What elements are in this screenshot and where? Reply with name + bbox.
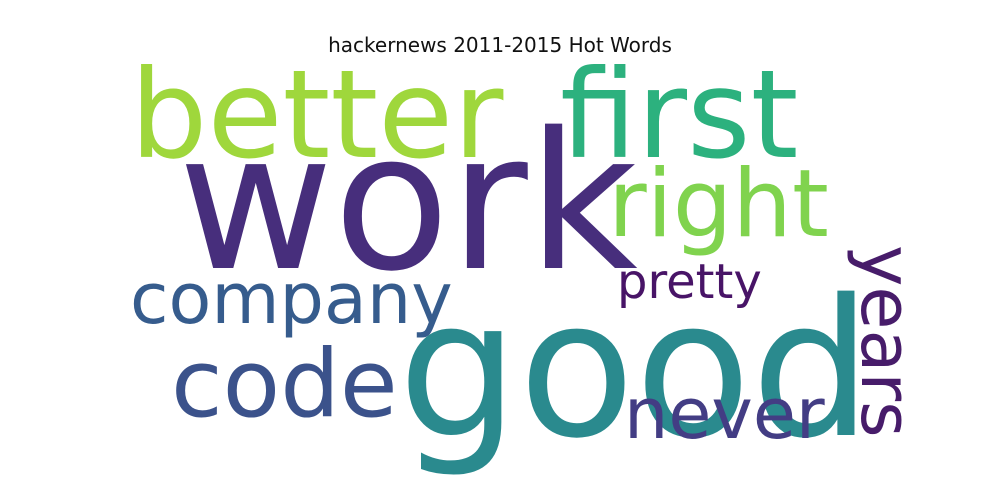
chart-title: hackernews 2011-2015 Hot Words xyxy=(328,33,672,57)
word-years: years xyxy=(845,245,927,438)
word-better: better xyxy=(130,44,504,186)
word-right: right xyxy=(608,150,829,259)
word-pretty: pretty xyxy=(617,254,762,310)
word-never: never xyxy=(624,373,825,455)
word-first: first xyxy=(560,44,798,186)
word-code: code xyxy=(171,330,398,439)
word-company: company xyxy=(130,258,453,340)
word-work: work xyxy=(178,92,638,313)
word-good: good xyxy=(398,259,872,480)
